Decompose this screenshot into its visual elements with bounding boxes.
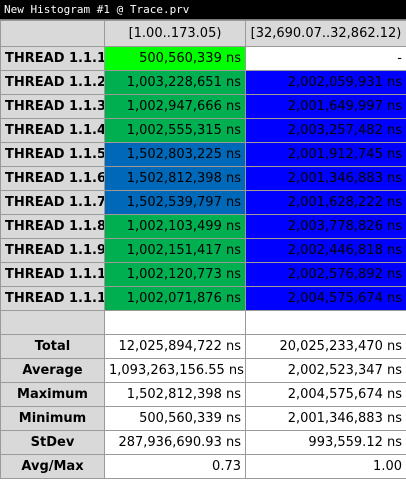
thread-row[interactable]: THREAD 1.1.1 500,560,339 ns - [0, 46, 406, 71]
stats-rows: Total 12,025,894,722 ns 20,025,233,470 ns A… [0, 310, 406, 479]
stats-row: Minimum 500,560,339 ns 2,001,346,883 ns [0, 406, 406, 431]
thread-row[interactable]: THREAD 1.1.10 1,002,120,773 ns 2,002,576,8… [0, 262, 406, 287]
histogram-cell-c2[interactable]: 2,001,346,883 ns [245, 166, 406, 191]
stats-label: Maximum [0, 382, 105, 407]
stats-label: Total [0, 334, 105, 359]
thread-row[interactable]: THREAD 1.1.2 1,003,228,651 ns 2,002,059,93… [0, 70, 406, 95]
stats-label: Avg/Max [0, 454, 105, 479]
thread-row[interactable]: THREAD 1.1.8 1,002,103,499 ns 2,003,778,82… [0, 214, 406, 239]
histogram-cell-c2[interactable]: 2,001,912,745 ns [245, 142, 406, 167]
thread-row[interactable]: THREAD 1.1.5 1,502,803,225 ns 2,001,912,74… [0, 142, 406, 167]
thread-row[interactable]: THREAD 1.1.3 1,002,947,666 ns 2,001,649,99… [0, 94, 406, 119]
stats-value-c2: 2,002,523,347 ns [245, 358, 406, 383]
thread-label[interactable]: THREAD 1.1.11 [0, 286, 105, 311]
histogram-cell-c2[interactable]: 2,002,059,931 ns [245, 70, 406, 95]
stats-row: StDev 287,936,690.93 ns 993,559.12 ns [0, 430, 406, 455]
separator-cell [104, 310, 246, 335]
histogram-cell-c2[interactable]: 2,002,446,818 ns [245, 238, 406, 263]
thread-row[interactable]: THREAD 1.1.6 1,502,812,398 ns 2,001,346,88… [0, 166, 406, 191]
stats-row: Average 1,093,263,156.55 ns 2,002,523,347 … [0, 358, 406, 383]
thread-label[interactable]: THREAD 1.1.2 [0, 70, 105, 95]
stats-value-c1: 1,093,263,156.55 ns [104, 358, 246, 383]
histogram-cell-c2[interactable]: 2,003,778,826 ns [245, 214, 406, 239]
stats-value-c1: 500,560,339 ns [104, 406, 246, 431]
histogram-cell-c1[interactable]: 1,002,103,499 ns [104, 214, 246, 239]
histogram-cell-c1[interactable]: 1,003,228,651 ns [104, 70, 246, 95]
histogram-cell-c1[interactable]: 1,002,947,666 ns [104, 94, 246, 119]
histogram-cell-c1[interactable]: 1,502,812,398 ns [104, 166, 246, 191]
histogram-cell-c2[interactable]: 2,001,628,222 ns [245, 190, 406, 215]
stats-row: Total 12,025,894,722 ns 20,025,233,470 ns [0, 334, 406, 359]
stats-row: Avg/Max 0.73 1.00 [0, 454, 406, 479]
separator-cell [0, 310, 105, 335]
histogram-cell-c1[interactable]: 500,560,339 ns [104, 46, 246, 71]
histogram-cell-c1[interactable]: 1,502,539,797 ns [104, 190, 246, 215]
column-header-bin-2[interactable]: [32,690.07..32,862.12) [245, 20, 406, 47]
histogram-cell-c2[interactable]: - [245, 46, 406, 71]
stats-value-c2: 1.00 [245, 454, 406, 479]
thread-label[interactable]: THREAD 1.1.9 [0, 238, 105, 263]
stats-label: Minimum [0, 406, 105, 431]
histogram-table: [1.00..173.05) [32,690.07..32,862.12) TH… [0, 20, 406, 479]
stats-value-c2: 2,001,346,883 ns [245, 406, 406, 431]
thread-label[interactable]: THREAD 1.1.8 [0, 214, 105, 239]
separator-cell [245, 310, 406, 335]
thread-row[interactable]: THREAD 1.1.7 1,502,539,797 ns 2,001,628,22… [0, 190, 406, 215]
thread-row[interactable]: THREAD 1.1.11 1,002,071,876 ns 2,004,575,6… [0, 286, 406, 311]
thread-label[interactable]: THREAD 1.1.10 [0, 262, 105, 287]
corner-cell [0, 20, 105, 47]
histogram-cell-c1[interactable]: 1,002,120,773 ns [104, 262, 246, 287]
stats-row: Maximum 1,502,812,398 ns 2,004,575,674 ns [0, 382, 406, 407]
thread-label[interactable]: THREAD 1.1.4 [0, 118, 105, 143]
histogram-cell-c1[interactable]: 1,502,803,225 ns [104, 142, 246, 167]
thread-label[interactable]: THREAD 1.1.1 [0, 46, 105, 71]
thread-label[interactable]: THREAD 1.1.5 [0, 142, 105, 167]
thread-label[interactable]: THREAD 1.1.6 [0, 166, 105, 191]
thread-rows: THREAD 1.1.1 500,560,339 ns - THREAD 1.1.2 1… [0, 46, 406, 311]
histogram-cell-c2[interactable]: 2,001,649,997 ns [245, 94, 406, 119]
stats-label: Average [0, 358, 105, 383]
stats-value-c2: 2,004,575,674 ns [245, 382, 406, 407]
stats-label: StDev [0, 430, 105, 455]
stats-value-c1: 12,025,894,722 ns [104, 334, 246, 359]
stats-value-c1: 0.73 [104, 454, 246, 479]
histogram-cell-c1[interactable]: 1,002,151,417 ns [104, 238, 246, 263]
histogram-cell-c2[interactable]: 2,002,576,892 ns [245, 262, 406, 287]
separator-row [0, 310, 406, 335]
window-title: New Histogram #1 @ Trace.prv [0, 0, 406, 20]
column-header-bin-1[interactable]: [1.00..173.05) [104, 20, 246, 47]
stats-value-c1: 1,502,812,398 ns [104, 382, 246, 407]
column-header-row: [1.00..173.05) [32,690.07..32,862.12) [0, 20, 406, 47]
histogram-cell-c1[interactable]: 1,002,071,876 ns [104, 286, 246, 311]
histogram-cell-c2[interactable]: 2,003,257,482 ns [245, 118, 406, 143]
stats-value-c2: 993,559.12 ns [245, 430, 406, 455]
thread-row[interactable]: THREAD 1.1.4 1,002,555,315 ns 2,003,257,48… [0, 118, 406, 143]
histogram-cell-c1[interactable]: 1,002,555,315 ns [104, 118, 246, 143]
stats-value-c2: 20,025,233,470 ns [245, 334, 406, 359]
thread-row[interactable]: THREAD 1.1.9 1,002,151,417 ns 2,002,446,81… [0, 238, 406, 263]
thread-label[interactable]: THREAD 1.1.3 [0, 94, 105, 119]
thread-label[interactable]: THREAD 1.1.7 [0, 190, 105, 215]
histogram-cell-c2[interactable]: 2,004,575,674 ns [245, 286, 406, 311]
stats-value-c1: 287,936,690.93 ns [104, 430, 246, 455]
